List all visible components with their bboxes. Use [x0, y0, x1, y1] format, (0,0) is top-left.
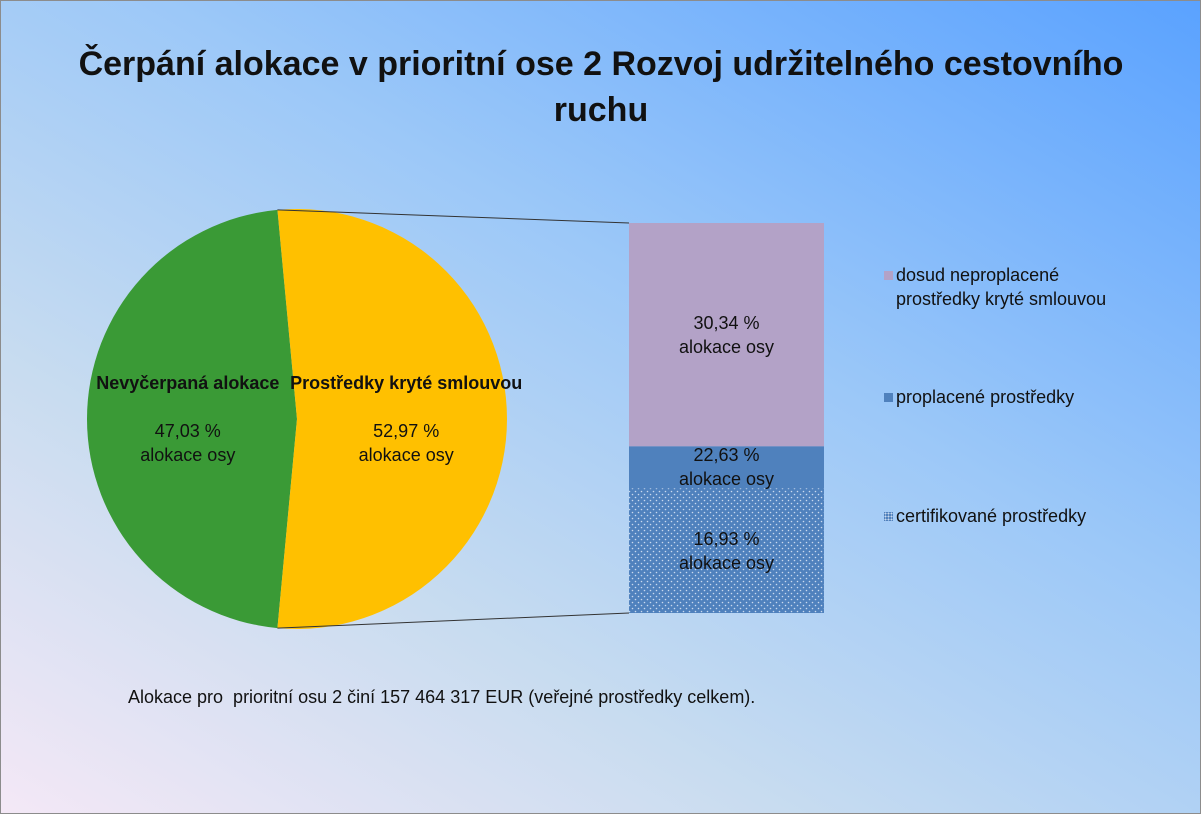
legend-label: certifikované prostředky: [896, 506, 1087, 526]
legend-swatch: [884, 393, 893, 402]
legend-swatch: [884, 512, 893, 521]
legend-item: dosud neproplacené prostředky kryté smlo…: [884, 263, 1126, 311]
slice-value: 47,03 %: [154, 421, 221, 441]
bar-value: 30,34 %: [693, 312, 760, 333]
chart-title: Čerpání alokace v prioritní ose 2 Rozvoj…: [78, 45, 1124, 129]
slice-suffix: alokace osy: [358, 445, 454, 465]
legend-label: dosud neproplacené prostředky kryté smlo…: [896, 265, 1107, 309]
legend-label: proplacené prostředky: [896, 387, 1075, 407]
slice-name: Nevyčerpaná alokace: [96, 373, 280, 393]
legend-item: proplacené prostředky: [884, 385, 1126, 409]
bar-suffix: alokace osy: [678, 336, 775, 357]
bar-segment: [629, 488, 824, 613]
slice-suffix: alokace osy: [140, 445, 236, 465]
note: Alokace pro prioritní osu 2 činí 157 464…: [128, 687, 756, 707]
bar-suffix: alokace osy: [678, 469, 775, 490]
bar-segment: [629, 223, 824, 447]
connector: [277, 209, 630, 224]
pie-slice: [277, 209, 508, 629]
slice-value: 52,97 %: [373, 421, 440, 441]
bar-label: 16,93 % alokace osy: [679, 527, 774, 575]
slice-name: Prostředky kryté smlouvou: [290, 373, 523, 393]
pie-slice: [87, 209, 297, 629]
slice-label: Nevyčerpaná alokace 47,03 % alokace osy: [96, 371, 279, 467]
slice-label: Prostředky kryté smlouvou 52,97 % alokace …: [290, 371, 522, 467]
bar-suffix: alokace osy: [678, 552, 775, 573]
bar-value: 16,93 %: [693, 528, 760, 549]
bar-label: 30,34 % alokace osy: [679, 311, 774, 359]
legend-swatch: [884, 271, 893, 280]
connector: [277, 612, 630, 629]
bar-label: 22,63 % alokace osy: [679, 443, 774, 491]
bar-value: 22,63 %: [693, 445, 760, 466]
legend-item: certifikované prostředky: [884, 504, 1126, 528]
